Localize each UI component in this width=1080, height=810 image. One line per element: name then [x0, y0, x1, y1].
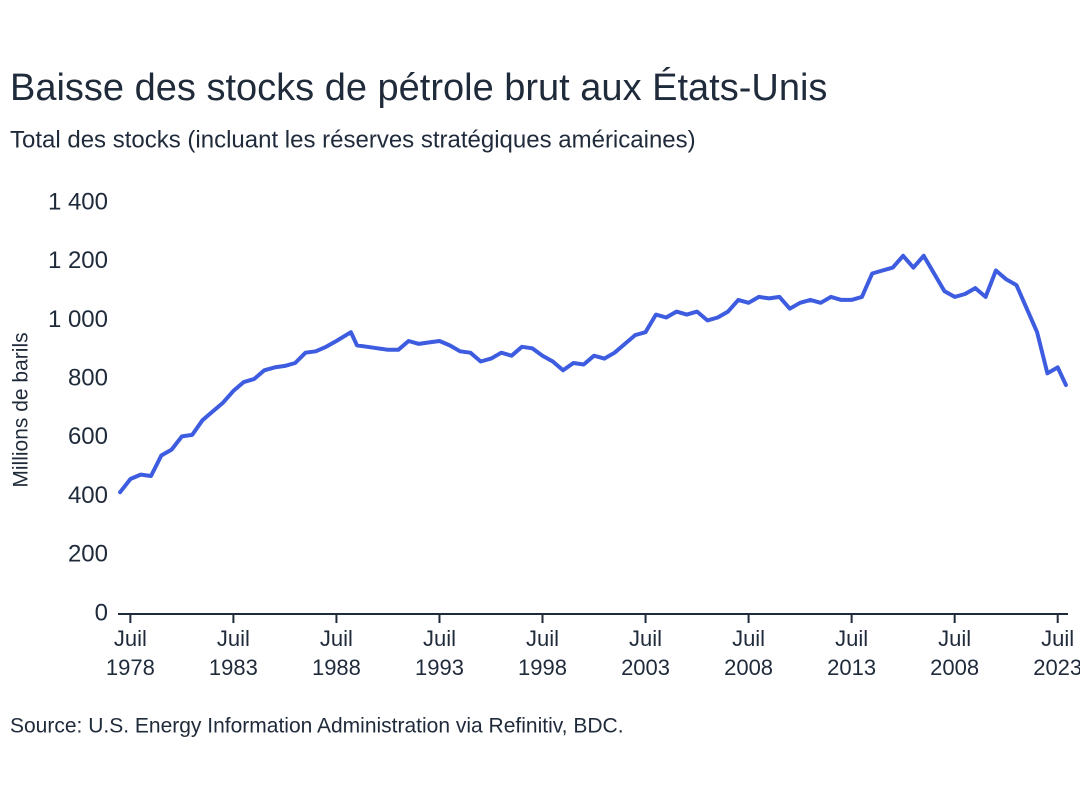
- x-tick-label: Juil 1978: [105, 626, 155, 680]
- y-tick-label: 1 400: [48, 188, 108, 215]
- x-tick-label: Juil 2008: [724, 626, 774, 680]
- y-axis-label: Millions de barils: [10, 332, 33, 487]
- x-tick-label: Juil 2023: [1033, 626, 1080, 680]
- x-tick-label: Juil 1993: [414, 626, 464, 680]
- y-tick-label: 400: [68, 482, 108, 509]
- x-tick-label: Juil 1983: [208, 626, 258, 680]
- data-line: [118, 253, 1068, 495]
- y-tick-label: 1 200: [48, 247, 108, 274]
- x-tick-label: Juil 2003: [621, 626, 671, 680]
- x-tick-label: Juil 1998: [518, 626, 567, 680]
- chart-subtitle: Total des stocks (incluant les réserves …: [10, 126, 696, 153]
- y-tick-label: 600: [68, 423, 108, 450]
- x-tick-label: Juil 1988: [311, 626, 361, 680]
- chart-title: Baisse des stocks de pétrole brut aux Ét…: [10, 66, 827, 109]
- y-tick-label: 200: [68, 541, 108, 568]
- source: Source: U.S. Energy Information Administ…: [10, 715, 624, 738]
- y-tick-label: 800: [68, 364, 108, 391]
- x-tick-label: Juil 2008: [930, 626, 980, 680]
- y-tick-label: 1 000: [48, 306, 108, 333]
- y-tick-label: 0: [95, 599, 108, 626]
- x-tick-label: Juil 2013: [827, 626, 877, 680]
